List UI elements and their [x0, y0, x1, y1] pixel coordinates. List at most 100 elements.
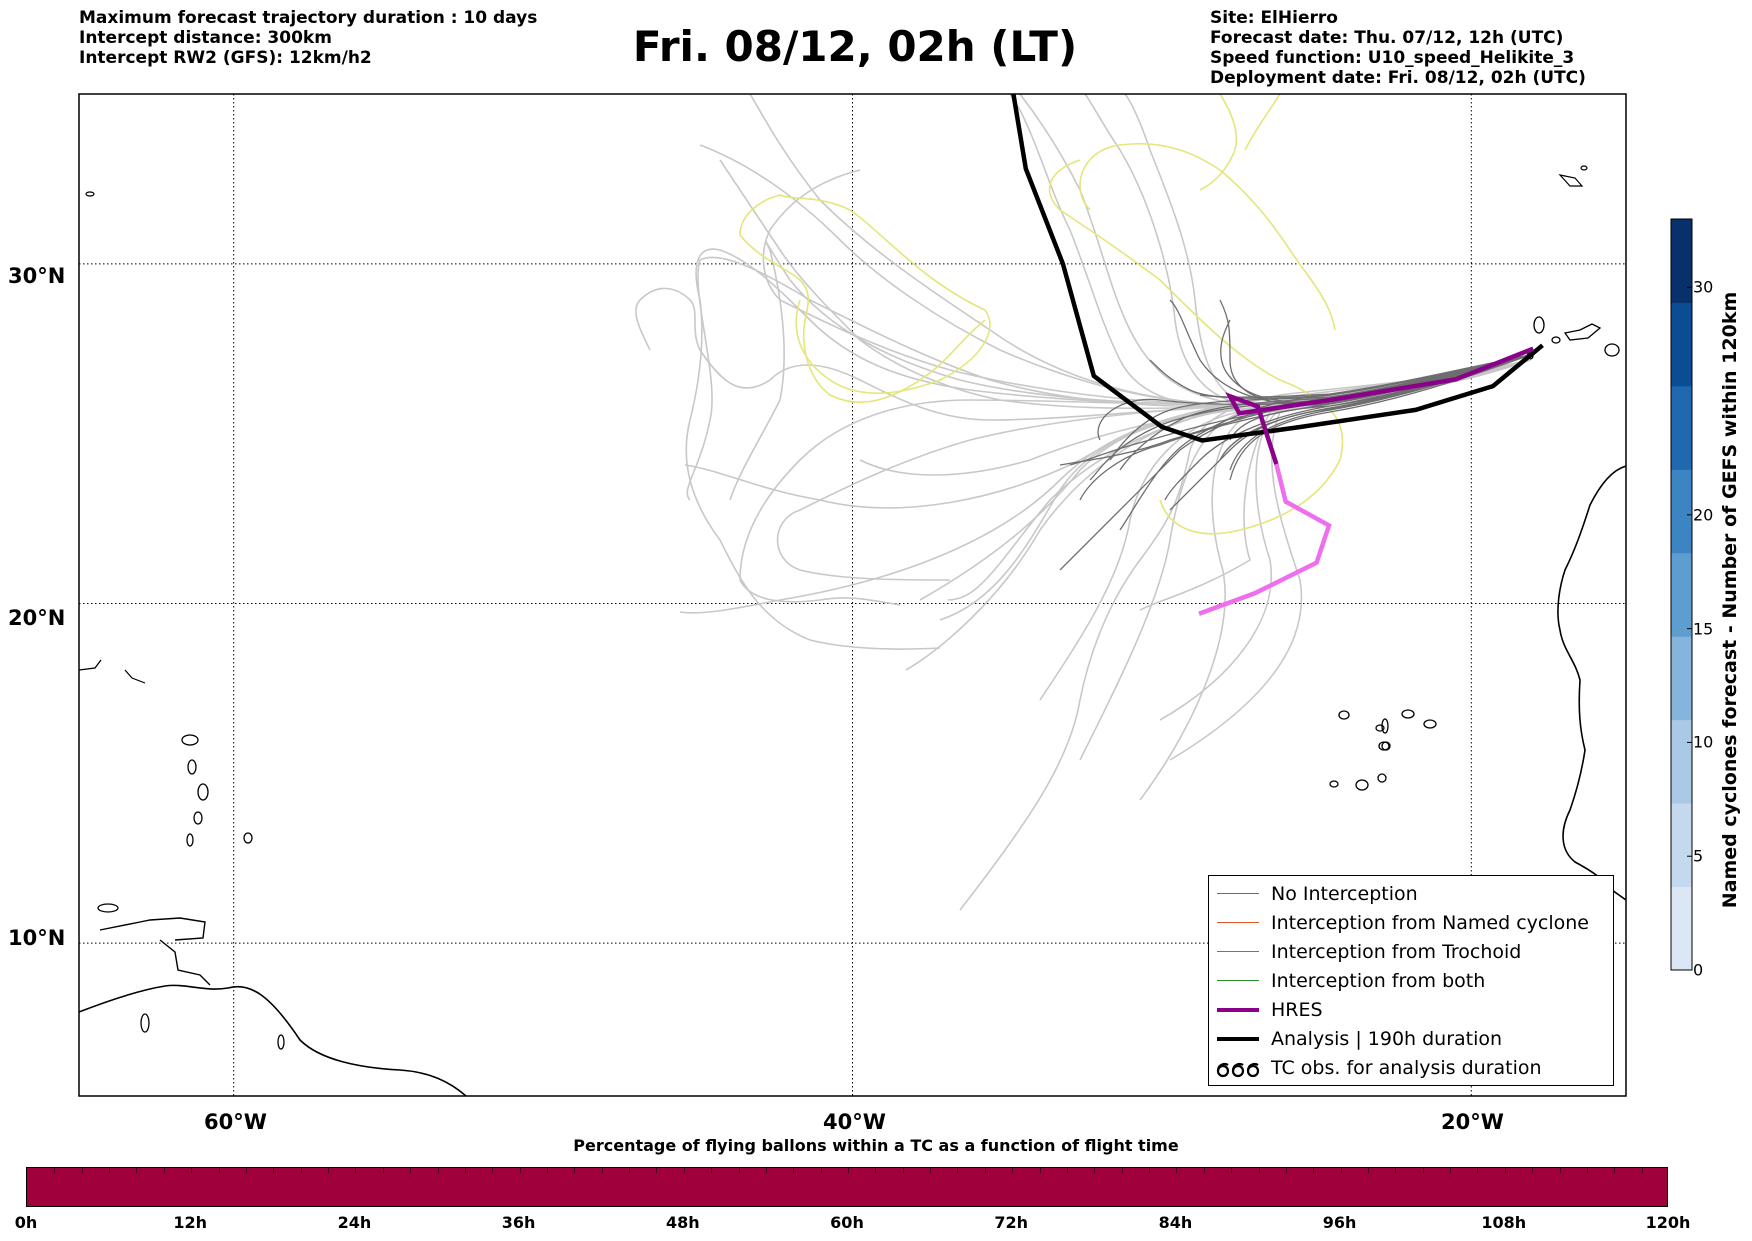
legend-swatch [1217, 922, 1259, 923]
right-colorbar-tick-label: 5 [1693, 846, 1704, 866]
right-colorbar-label: Named cyclones forecast - Number of GEFS… [1719, 291, 1741, 909]
bottom-colorbar-minor-tick [902, 1168, 904, 1173]
bottom-colorbar-minor-tick [957, 1168, 959, 1173]
bottom-colorbar-minor-tick [1039, 1168, 1041, 1173]
bottom-colorbar-minor-tick [163, 1168, 165, 1173]
analysis-track [1011, 94, 1544, 443]
bottom-colorbar-minor-tick [765, 1168, 767, 1173]
bottom-colorbar-minor-tick [492, 1168, 494, 1173]
bottom-colorbar-minor-tick [1641, 1168, 1643, 1173]
colorbar-segment [1671, 385, 1692, 470]
bottom-colorbar-minor-tick [1614, 1168, 1616, 1173]
bottom-colorbar-minor-tick [656, 1168, 658, 1173]
bottom-colorbar-title: Percentage of flying ballons within a TC… [573, 1136, 1179, 1155]
bottom-colorbar-tick-label: 0h [14, 1213, 38, 1232]
legend-swatch [1217, 980, 1259, 981]
bottom-colorbar-minor-tick [410, 1168, 412, 1173]
intercept-distance-text: Intercept distance: 300km [79, 28, 332, 48]
lon-label-60w: 60°W [204, 1110, 267, 1134]
bottom-colorbar-tick-label: 12h [173, 1213, 208, 1232]
bottom-colorbar-minor-tick [1586, 1168, 1588, 1173]
lon-label-40w: 40°W [823, 1110, 886, 1134]
coastlines [79, 165, 1626, 1096]
bottom-colorbar-tick-label: 72h [994, 1213, 1029, 1232]
lat-label-20: 20°N [8, 606, 66, 630]
bottom-colorbar-minor-tick [629, 1168, 631, 1173]
page-title: Fri. 08/12, 02h (LT) [632, 22, 1078, 71]
colorbar-segment [1671, 719, 1692, 804]
bottom-colorbar-minor-tick [519, 1168, 521, 1173]
bottom-colorbar-minor-tick [793, 1168, 795, 1173]
ensemble-trajectories [635, 94, 1544, 911]
legend-label: No Interception [1271, 883, 1418, 905]
header-left-info: Maximum forecast trajectory duration : 1… [79, 8, 537, 68]
map-legend: No Interception Interception from Named … [1208, 875, 1614, 1086]
colorbar-segment [1671, 636, 1692, 721]
bottom-colorbar-minor-tick [1422, 1168, 1424, 1173]
bottom-colorbar-tick-label: 120h [1645, 1213, 1691, 1232]
bottom-colorbar-minor-tick [1231, 1168, 1233, 1173]
bottom-colorbar-minor-tick [191, 1168, 193, 1173]
right-colorbar-tick-label: 0 [1693, 960, 1704, 980]
site-text: Site: ElHierro [1210, 8, 1338, 28]
colorbar-segment [1671, 886, 1692, 971]
bottom-colorbar-minor-tick [328, 1168, 330, 1173]
bottom-colorbar-minor-tick [1066, 1168, 1068, 1173]
bottom-colorbar-minor-tick [1559, 1168, 1561, 1173]
bottom-colorbar-minor-tick [1450, 1168, 1452, 1173]
hres-track-extension [1198, 463, 1332, 616]
bottom-colorbar-minor-tick [1094, 1168, 1096, 1173]
legend-label: Interception from both [1271, 970, 1486, 992]
lat-label-10: 10°N [8, 926, 66, 950]
forecast-date-text: Forecast date: Thu. 07/12, 12h (UTC) [1210, 28, 1564, 48]
right-colorbar [1670, 218, 1693, 971]
bottom-colorbar-minor-tick [355, 1168, 357, 1173]
right-colorbar-tick-label: 20 [1693, 505, 1714, 525]
bottom-colorbar-minor-tick [1012, 1168, 1014, 1173]
colorbar-segment [1671, 552, 1692, 637]
bottom-colorbar-minor-tick [848, 1168, 849, 1173]
bottom-colorbar-minor-tick [273, 1168, 275, 1173]
bottom-colorbar-minor-tick [1313, 1168, 1315, 1173]
bottom-colorbar-tick-label: 84h [1158, 1213, 1193, 1232]
bottom-colorbar-minor-tick [54, 1168, 56, 1173]
bottom-colorbar-minor-tick [1477, 1168, 1479, 1173]
tc-symbol-icon [1216, 1063, 1260, 1078]
legend-swatch [1217, 951, 1259, 952]
map-frame [78, 93, 1627, 1097]
bottom-colorbar-minor-tick [1121, 1168, 1123, 1173]
bottom-colorbar-minor-tick [81, 1168, 83, 1173]
bottom-colorbar-minor-tick [738, 1168, 740, 1173]
bottom-colorbar-minor-tick [1395, 1168, 1397, 1173]
legend-label: HRES [1271, 999, 1323, 1021]
colorbar-segment [1671, 219, 1692, 303]
yellow-contours [739, 94, 1344, 535]
bottom-colorbar-minor-tick [574, 1168, 576, 1173]
legend-item-tc-obs: TC obs. for analysis duration [1209, 1054, 1609, 1083]
right-colorbar-tick-label: 10 [1693, 732, 1714, 752]
bottom-colorbar-minor-tick [683, 1168, 685, 1173]
bottom-colorbar-tick-label: 48h [665, 1213, 700, 1232]
bottom-colorbar-minor-tick [711, 1168, 713, 1173]
right-colorbar-tick-label: 30 [1693, 277, 1714, 297]
legend-item-named-cyclone: Interception from Named cyclone [1209, 909, 1609, 938]
legend-item-no-interception: No Interception [1209, 880, 1609, 909]
legend-label: Interception from Named cyclone [1271, 912, 1589, 934]
hres-track [1225, 346, 1535, 465]
bottom-colorbar-minor-tick [437, 1168, 439, 1173]
speed-function-text: Speed function: U10_speed_Helikite_3 [1210, 48, 1575, 68]
legend-item-analysis: Analysis | 190h duration [1209, 1025, 1609, 1054]
legend-swatch [1217, 1008, 1259, 1012]
colorbar-segment [1671, 803, 1692, 888]
lat-label-30: 30°N [8, 264, 66, 288]
bottom-colorbar-minor-tick [875, 1168, 877, 1173]
colorbar-frame [1670, 218, 1693, 971]
colorbar-segment [1671, 469, 1692, 554]
lon-label-20w: 20°W [1441, 1110, 1504, 1134]
bottom-colorbar-minor-tick [1176, 1168, 1178, 1173]
legend-item-trochoid: Interception from Trochoid [1209, 938, 1609, 967]
bottom-colorbar-minor-tick [1149, 1168, 1151, 1173]
bottom-colorbar [26, 1167, 1668, 1207]
bottom-colorbar-minor-tick [136, 1168, 138, 1173]
legend-item-both: Interception from both [1209, 967, 1609, 996]
